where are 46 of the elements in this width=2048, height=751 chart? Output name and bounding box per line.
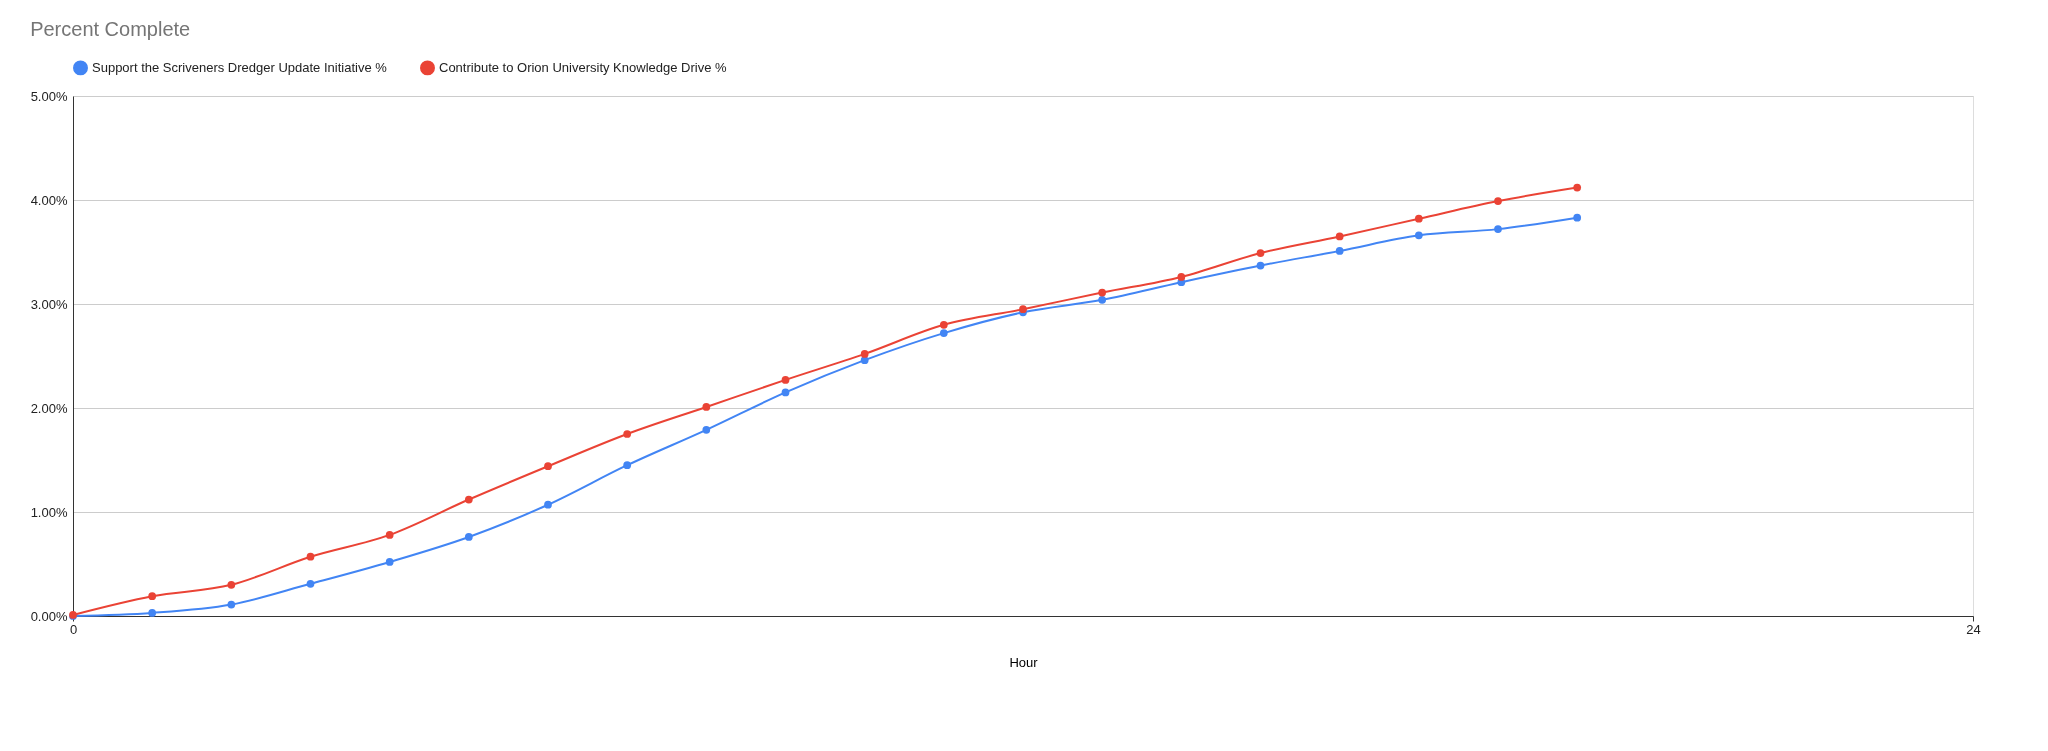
point — [939, 329, 948, 337]
point — [1573, 213, 1582, 222]
chart-title: Percent Complete — [30, 18, 191, 40]
point — [1414, 214, 1423, 223]
point — [623, 430, 632, 438]
point — [939, 320, 948, 329]
y-tick-label: 0.00% — [30, 608, 68, 624]
y-tick-label: 3.00% — [30, 296, 68, 312]
x-tick-label: 24 — [1966, 621, 1981, 637]
point — [1573, 183, 1582, 192]
point — [781, 388, 790, 397]
point — [385, 531, 394, 539]
y-tick-label: 4.00% — [30, 192, 68, 208]
point — [1098, 288, 1107, 297]
point — [702, 425, 711, 434]
point — [148, 592, 157, 601]
y-tick-label: 1.00% — [30, 504, 68, 520]
point — [781, 376, 790, 384]
point — [306, 552, 315, 561]
point — [1256, 261, 1265, 270]
point — [1414, 231, 1423, 240]
point — [1494, 197, 1502, 205]
point — [1494, 225, 1502, 233]
point — [544, 462, 552, 471]
point — [227, 580, 236, 589]
legend-label: Contribute to Orion University Knowledge Drive % — [439, 59, 728, 75]
point — [148, 609, 157, 617]
point — [860, 350, 869, 358]
x-axis-title: Hour — [1009, 654, 1039, 670]
point — [1256, 249, 1265, 257]
point — [306, 579, 315, 588]
point — [227, 600, 236, 609]
legend-label: Support the Scriveners Dredger Update Initiative % — [92, 59, 388, 75]
point — [702, 403, 711, 411]
point — [1177, 273, 1186, 281]
point — [1098, 295, 1107, 304]
point — [385, 558, 394, 566]
point — [464, 495, 473, 504]
point — [1335, 247, 1344, 255]
y-tick-label: 5.00% — [30, 88, 68, 104]
point — [623, 461, 632, 470]
point — [464, 533, 473, 541]
y-tick-label: 2.00% — [30, 400, 68, 416]
point — [1335, 232, 1344, 241]
x-tick-label: 0 — [69, 621, 78, 637]
point — [544, 500, 552, 509]
